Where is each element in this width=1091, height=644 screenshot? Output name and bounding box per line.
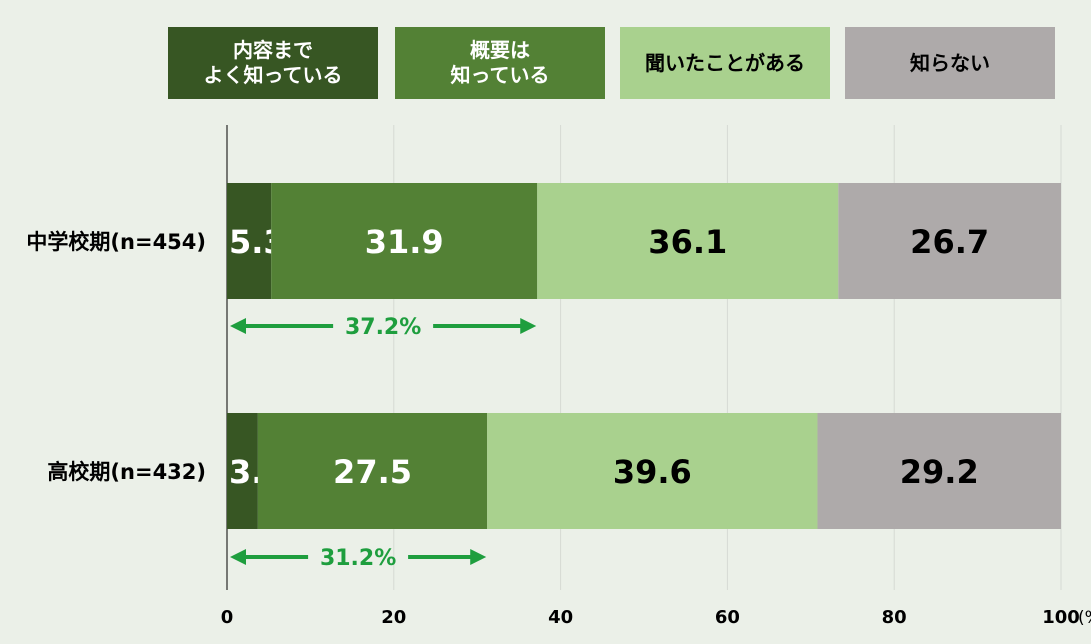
legend-label: 知らない <box>910 50 990 75</box>
legend-item-1: 内容まで よく知っている <box>168 27 378 99</box>
legend-label: 概要は 知っている <box>450 38 550 87</box>
legend-label: 聞いたことがある <box>645 50 805 75</box>
arrow-head-right <box>520 318 537 334</box>
bar-segment <box>537 183 839 299</box>
bar-segment <box>271 183 538 299</box>
arrow-head-left <box>230 318 246 334</box>
data-label: 26.7 <box>910 223 989 261</box>
category-label: 高校期(n=432) <box>47 460 206 484</box>
bar-segment <box>227 183 272 299</box>
x-tick-label: 40 <box>548 607 573 628</box>
arrow-head-left <box>230 549 246 565</box>
data-label: 29.2 <box>900 453 979 491</box>
annotation-label: 37.2% <box>345 315 421 340</box>
category-label: 中学校期(n=454) <box>26 230 206 254</box>
bar-segment <box>838 183 1061 299</box>
data-label: 39.6 <box>613 453 692 491</box>
legend-item-4: 知らない <box>845 27 1055 99</box>
legend-item-3: 聞いたことがある <box>620 27 830 99</box>
annotation-label: 31.2% <box>320 546 396 571</box>
data-label: 31.9 <box>365 223 444 261</box>
bar-segment <box>227 413 258 529</box>
bar-segment <box>487 413 818 529</box>
data-label: 36.1 <box>648 223 727 261</box>
unit-label: (%) <box>1078 608 1091 628</box>
legend-label: 内容まで よく知っている <box>203 38 343 87</box>
legend-item-2: 概要は 知っている <box>395 27 605 99</box>
bar-segment <box>257 413 488 529</box>
x-tick-label: 0 <box>221 607 234 628</box>
x-tick-label: 20 <box>381 607 406 628</box>
arrow-head-right <box>470 549 487 565</box>
x-tick-label: 100 <box>1042 607 1080 628</box>
x-tick-label: 60 <box>715 607 740 628</box>
bar-segment <box>817 413 1061 529</box>
data-label: 27.5 <box>333 453 412 491</box>
x-tick-label: 80 <box>882 607 907 628</box>
